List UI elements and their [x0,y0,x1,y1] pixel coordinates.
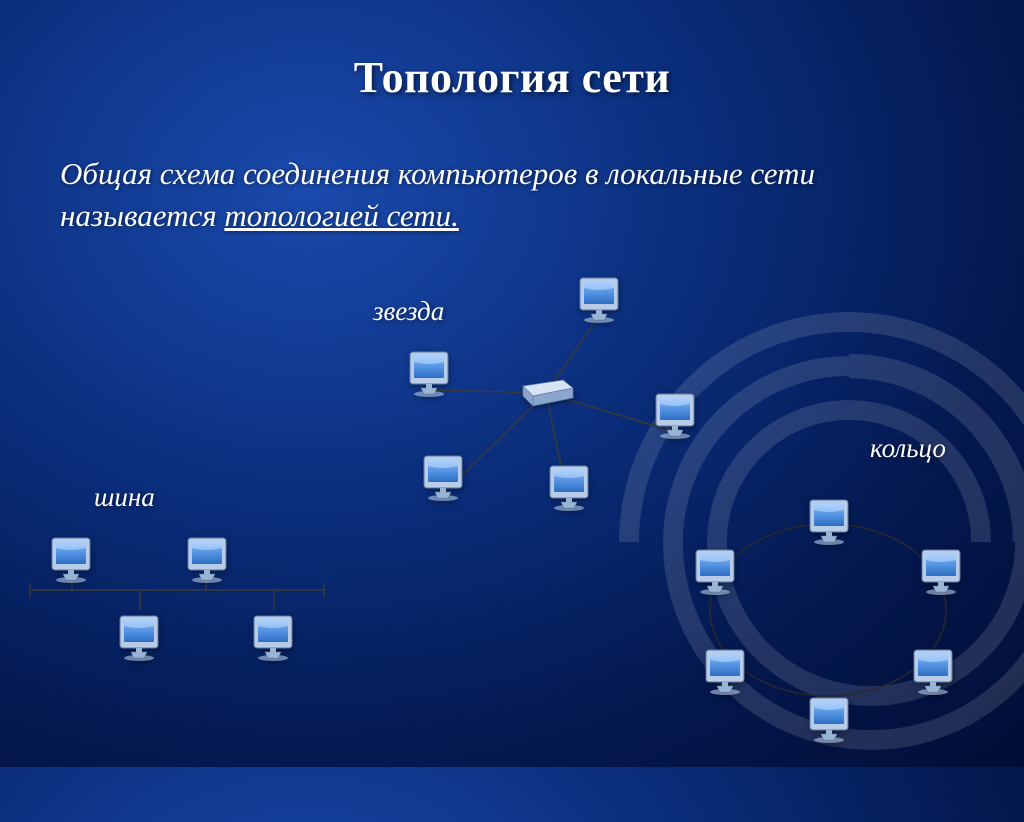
diagram-ring [688,480,988,760]
slide-subtitle: Общая схема соединения компьютеров в лок… [60,153,964,237]
computer-icon [404,348,454,398]
computer-icon [182,534,232,584]
label-ring: кольцо [870,433,946,464]
slide-title: Топология сети [0,0,1024,103]
diagram-star [360,262,720,532]
computer-icon [650,390,700,440]
computer-icon [248,612,298,662]
computer-icon [916,546,966,596]
computer-icon [574,274,624,324]
hub-icon [517,378,575,408]
computer-icon [700,646,750,696]
computer-icon [908,646,958,696]
computer-icon [46,534,96,584]
computer-icon [804,496,854,546]
computer-icon [544,462,594,512]
computer-icon [418,452,468,502]
computer-icon [114,612,164,662]
computer-icon [804,694,854,744]
subtitle-underlined: топологией сети. [224,198,458,233]
diagram-bus [24,512,344,692]
computer-icon [690,546,740,596]
label-bus: шина [94,482,155,513]
